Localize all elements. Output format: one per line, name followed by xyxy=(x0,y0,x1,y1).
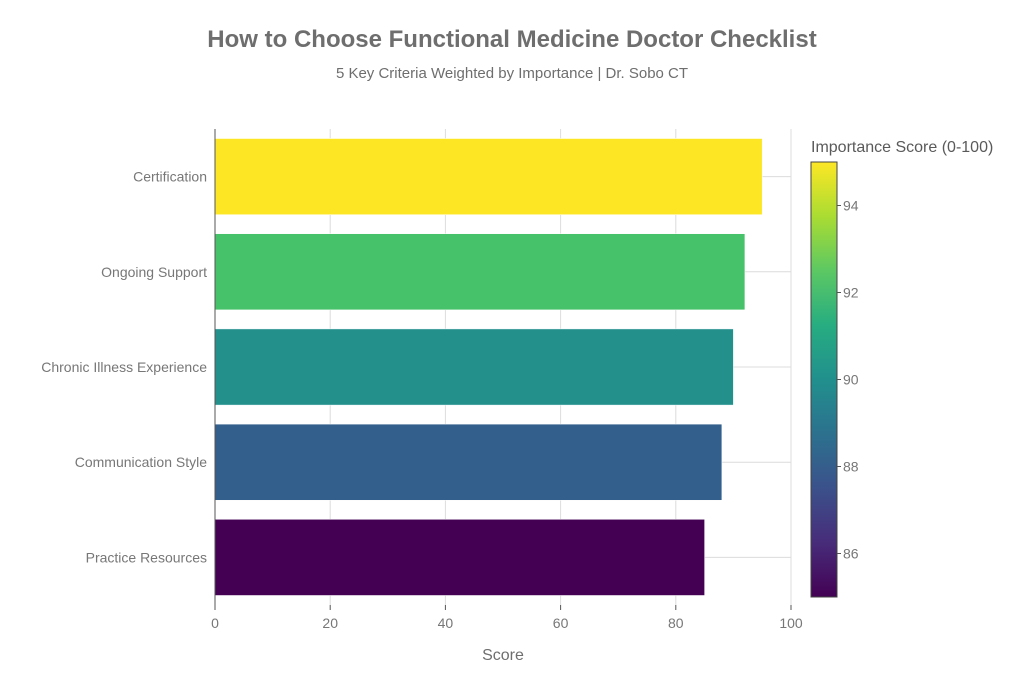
bars xyxy=(214,138,763,596)
chart-title: How to Choose Functional Medicine Doctor… xyxy=(207,26,816,53)
colorbar-tick-label: 92 xyxy=(843,285,859,301)
chart-subtitle: 5 Key Criteria Weighted by Importance | … xyxy=(336,65,688,82)
colorbar-ticks: 94 92 90 88 86 xyxy=(837,198,859,562)
y-tick-label: Communication Style xyxy=(75,454,207,470)
y-tick-label: Practice Resources xyxy=(86,549,207,565)
x-axis-ticks: 0 20 40 60 80 100 xyxy=(211,605,803,631)
x-tick-label: 20 xyxy=(322,615,338,631)
bar xyxy=(214,519,705,596)
bar xyxy=(214,138,763,215)
colorbar-tick-label: 90 xyxy=(843,372,859,388)
y-tick-label: Certification xyxy=(133,169,207,185)
y-axis-labels: Certification Ongoing Support Chronic Illn… xyxy=(41,169,207,566)
y-tick-label: Chronic Illness Experience xyxy=(41,359,207,375)
x-tick-label: 80 xyxy=(668,615,684,631)
x-tick-label: 0 xyxy=(211,615,219,631)
colorbar-title: Importance Score (0-100) xyxy=(811,139,993,156)
bar xyxy=(214,328,734,406)
x-axis-title: Score xyxy=(482,647,524,664)
x-tick-label: 40 xyxy=(438,615,454,631)
colorbar xyxy=(810,161,838,598)
bar xyxy=(214,233,746,311)
x-tick-label: 60 xyxy=(553,615,569,631)
colorbar-tick-label: 86 xyxy=(843,546,859,562)
bar xyxy=(214,423,723,501)
x-tick-label: 100 xyxy=(779,615,803,631)
colorbar-tick-label: 94 xyxy=(843,198,859,214)
colorbar-tick-label: 88 xyxy=(843,459,859,475)
y-tick-label: Ongoing Support xyxy=(101,264,207,280)
